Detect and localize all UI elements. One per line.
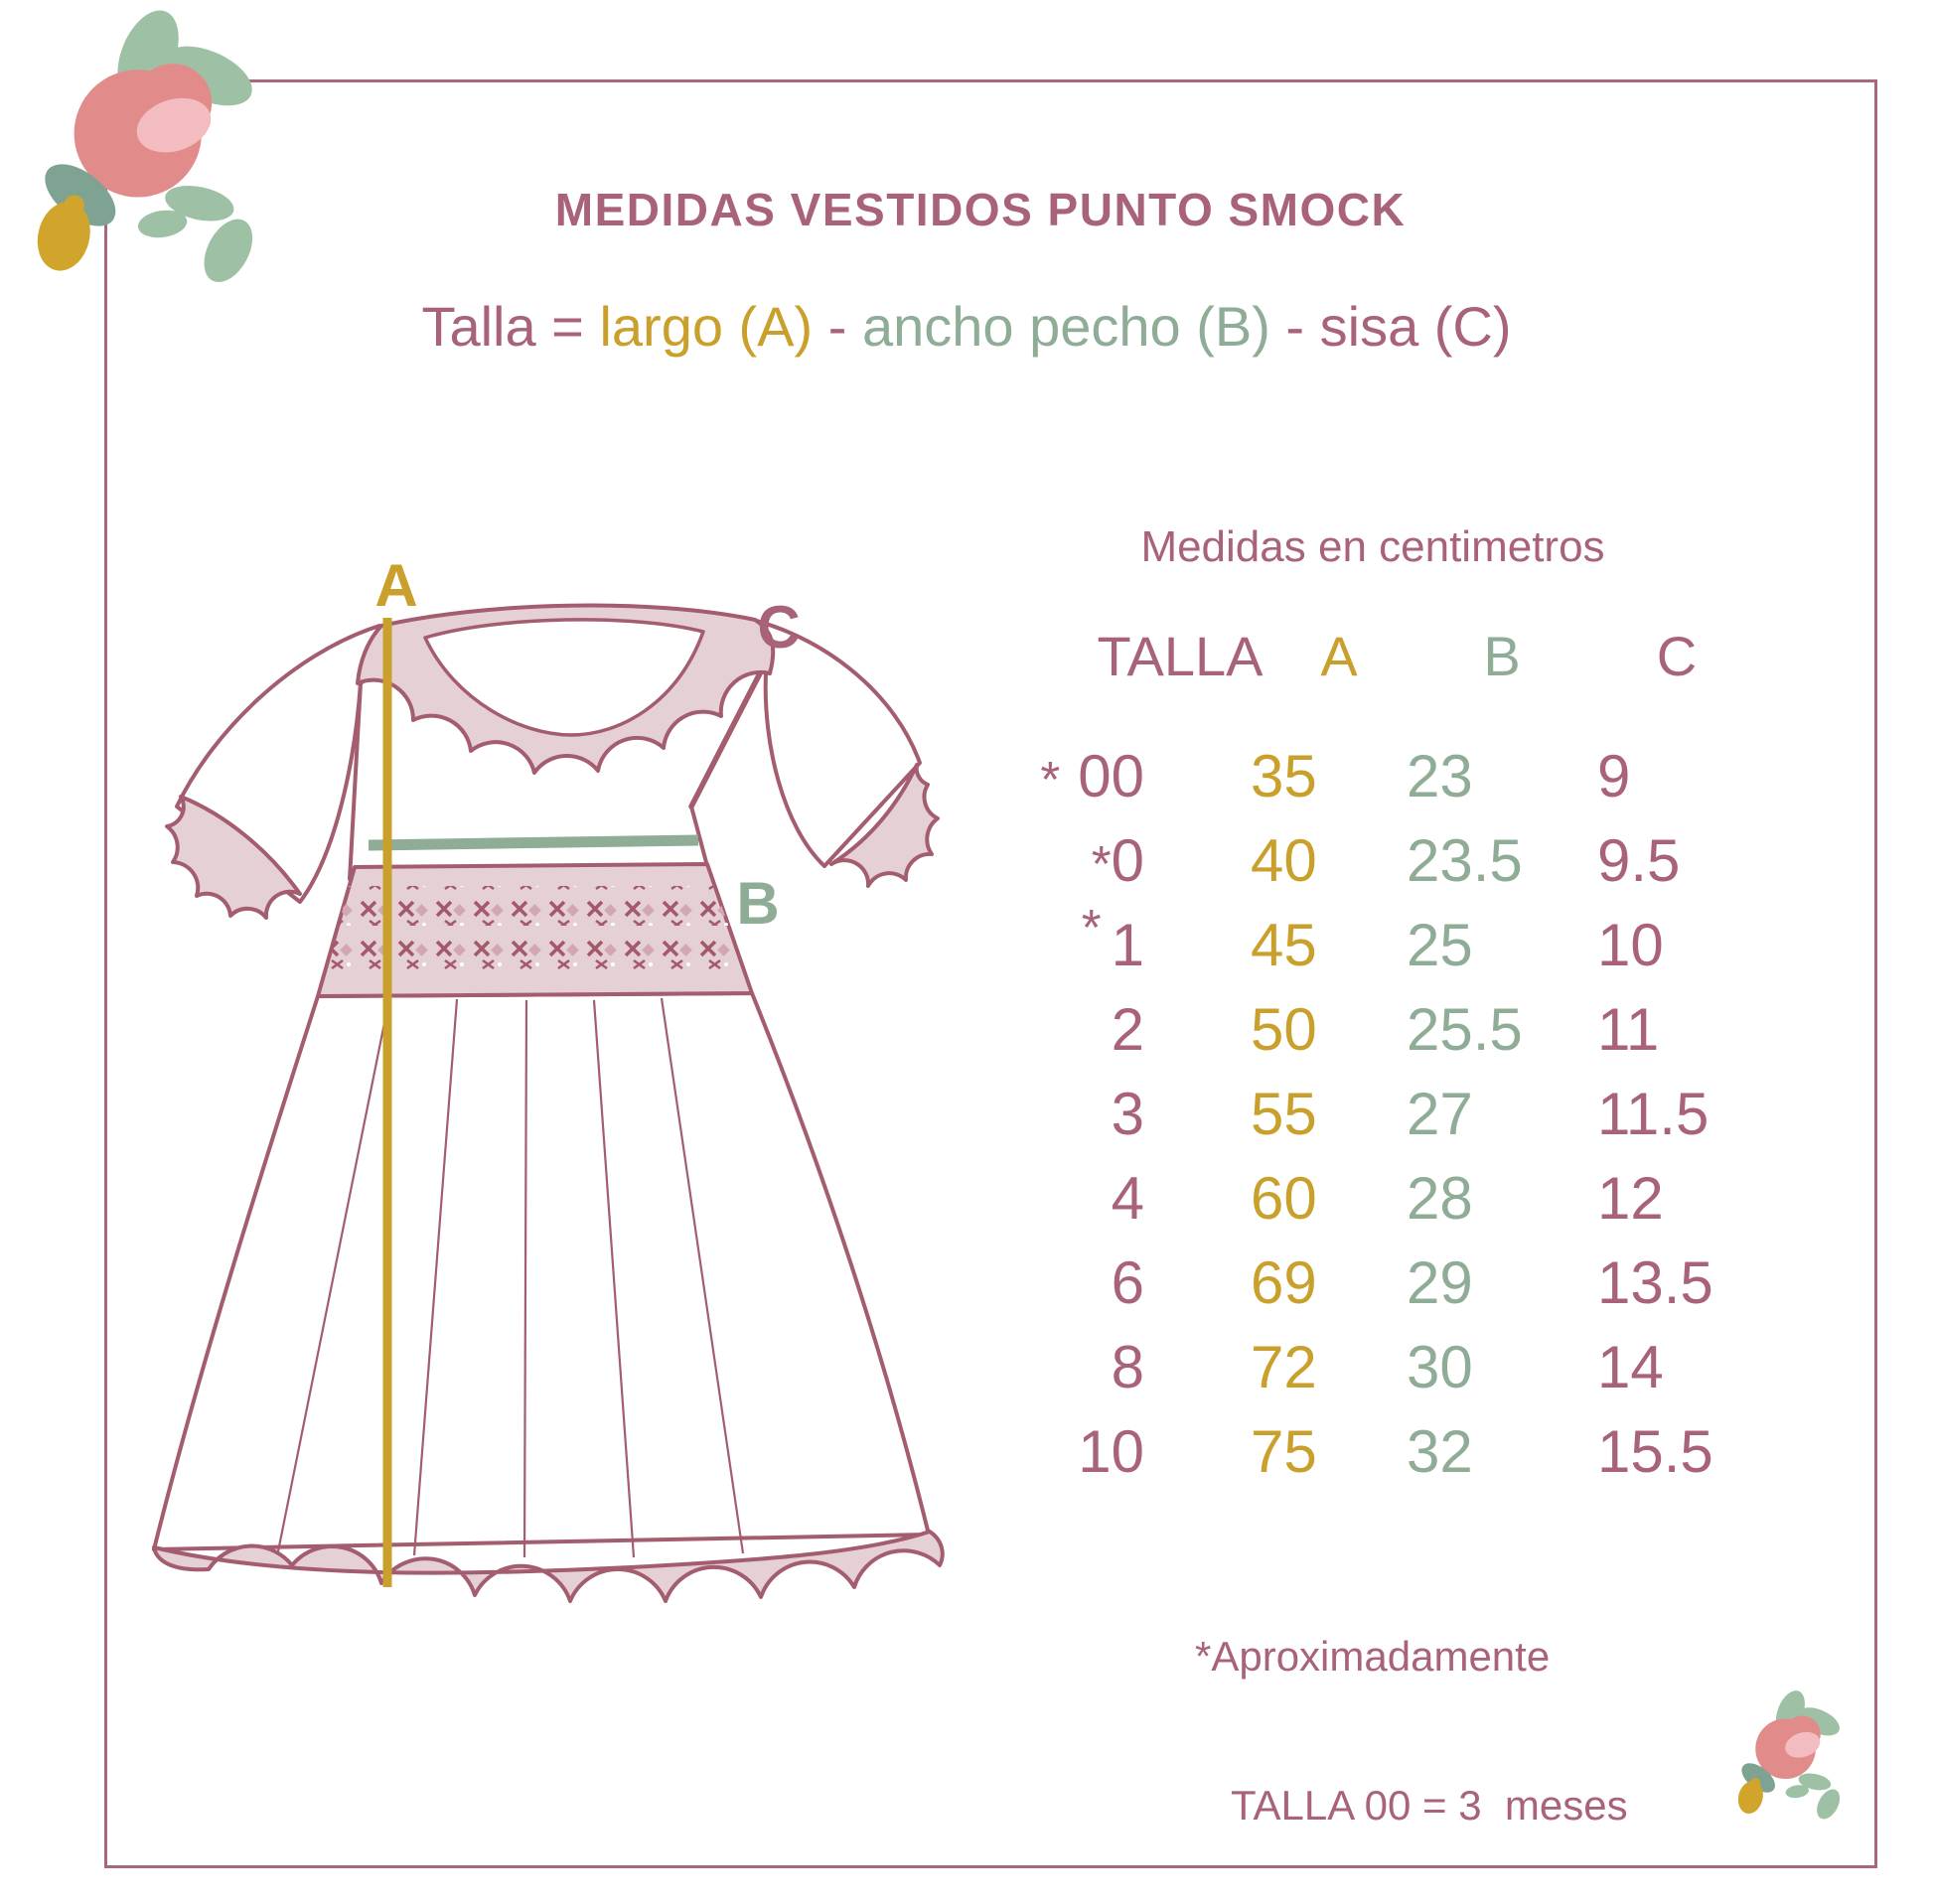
cell-size: * 1 (1081, 898, 1144, 978)
cell-sisa: 15.5 (1597, 1418, 1713, 1485)
footnote-line: *Aproximadamente (1195, 1633, 1551, 1680)
legend-sep2: - (1269, 295, 1320, 358)
cell-sisa: 13.5 (1597, 1249, 1713, 1316)
cell-largo: 40 (1251, 827, 1317, 894)
cell-ancho-pecho: 29 (1407, 1249, 1473, 1316)
table-row: 4 60 28 12 (0, 1169, 1933, 1241)
legend-talla: Talla = (421, 295, 600, 358)
cell-ancho-pecho: 23 (1407, 743, 1473, 809)
cell-largo: 50 (1251, 996, 1317, 1063)
approx-asterisk: * (1040, 751, 1061, 807)
cell-size: 6 (1111, 1249, 1144, 1316)
column-header-a: A (1320, 625, 1358, 687)
cell-sisa: 10 (1597, 912, 1664, 978)
label-A: A (374, 552, 417, 619)
legend-sep1: - (813, 295, 862, 358)
cell-largo: 60 (1251, 1165, 1317, 1232)
table-row: * 00 35 23 9 (0, 747, 1933, 818)
cell-sisa: 9.5 (1597, 827, 1681, 894)
cell-size: * 00 (1040, 743, 1144, 809)
cell-largo: 69 (1251, 1249, 1317, 1316)
label-B: B (736, 870, 779, 937)
dress-diagram: A C B (129, 536, 983, 1654)
flower-decoration-bottom-right (1734, 1686, 1845, 1824)
column-header-c: C (1656, 625, 1698, 687)
cell-size: 2 (1111, 996, 1144, 1063)
footnote-line: TALLA 00 = 3 meses (1231, 1782, 1628, 1829)
hem-scallop-band (152, 1530, 945, 1603)
table-row: 8 72 30 14 (0, 1338, 1933, 1409)
legend-ancho: ancho pecho (B) (861, 295, 1270, 358)
table-row: * 1 45 25 10 (0, 898, 1933, 987)
table-row: 6 69 29 13.5 (0, 1253, 1933, 1325)
cell-largo: 55 (1251, 1081, 1317, 1147)
right-sleeve (751, 618, 940, 888)
cell-sisa: 9 (1597, 743, 1631, 809)
footnote: *Aproximadamente TALLA 00 = 3 meses TALL… (1195, 1538, 1700, 1904)
cell-ancho-pecho: 25.5 (1407, 996, 1523, 1063)
column-header-talla: TALLA (1097, 625, 1264, 687)
cell-sisa: 12 (1597, 1165, 1664, 1232)
cell-ancho-pecho: 23.5 (1407, 827, 1523, 894)
cell-largo: 75 (1251, 1418, 1317, 1485)
table-row: 10 75 32 15.5 (0, 1422, 1933, 1494)
cell-sisa: 11 (1597, 996, 1660, 1063)
cell-size: 10 (1078, 1418, 1144, 1485)
column-header-b: B (1483, 625, 1521, 687)
cell-ancho-pecho: 25 (1407, 912, 1473, 978)
cell-size: 3 (1111, 1081, 1144, 1147)
flower-decoration-top-left (37, 10, 253, 283)
cell-sisa: 14 (1597, 1334, 1664, 1400)
cell-ancho-pecho: 32 (1407, 1418, 1473, 1485)
smock-band (316, 862, 754, 998)
table-row: *0 40 23.5 9.5 (0, 831, 1933, 903)
cell-largo: 35 (1251, 743, 1317, 809)
dress-illustration: A C B (152, 552, 945, 1603)
border-frame (104, 79, 1877, 1868)
table-row: 3 55 27 11.5 (0, 1085, 1933, 1156)
flower-icon (37, 10, 253, 283)
cell-size: 8 (1111, 1334, 1144, 1400)
cell-size: 4 (1111, 1165, 1144, 1232)
cell-largo: 45 (1251, 912, 1317, 978)
armhole-line (688, 664, 766, 809)
cell-ancho-pecho: 27 (1407, 1081, 1473, 1147)
measurement-legend: Talla = largo (A) - ancho pecho (B) - si… (0, 294, 1933, 359)
label-C: C (757, 594, 800, 660)
collar (356, 603, 776, 775)
page-title: MEDIDAS VESTIDOS PUNTO SMOCK (554, 184, 1407, 235)
table-row: 2 50 25.5 11 (0, 1000, 1933, 1072)
cell-size: *0 (1091, 827, 1144, 894)
legend-largo: largo (A) (599, 295, 814, 358)
cell-largo: 72 (1251, 1334, 1317, 1400)
approx-asterisk: * (1091, 835, 1112, 892)
cell-sisa: 11.5 (1597, 1081, 1710, 1147)
approx-asterisk: * (1081, 898, 1102, 955)
legend-sisa: sisa (C) (1319, 295, 1512, 358)
cell-ancho-pecho: 28 (1407, 1165, 1473, 1232)
cell-ancho-pecho: 30 (1407, 1334, 1473, 1400)
table-heading: Medidas en centimetros (1140, 522, 1605, 571)
left-sleeve (165, 624, 381, 920)
chest-measure-line (368, 834, 699, 851)
skirt (152, 991, 931, 1558)
